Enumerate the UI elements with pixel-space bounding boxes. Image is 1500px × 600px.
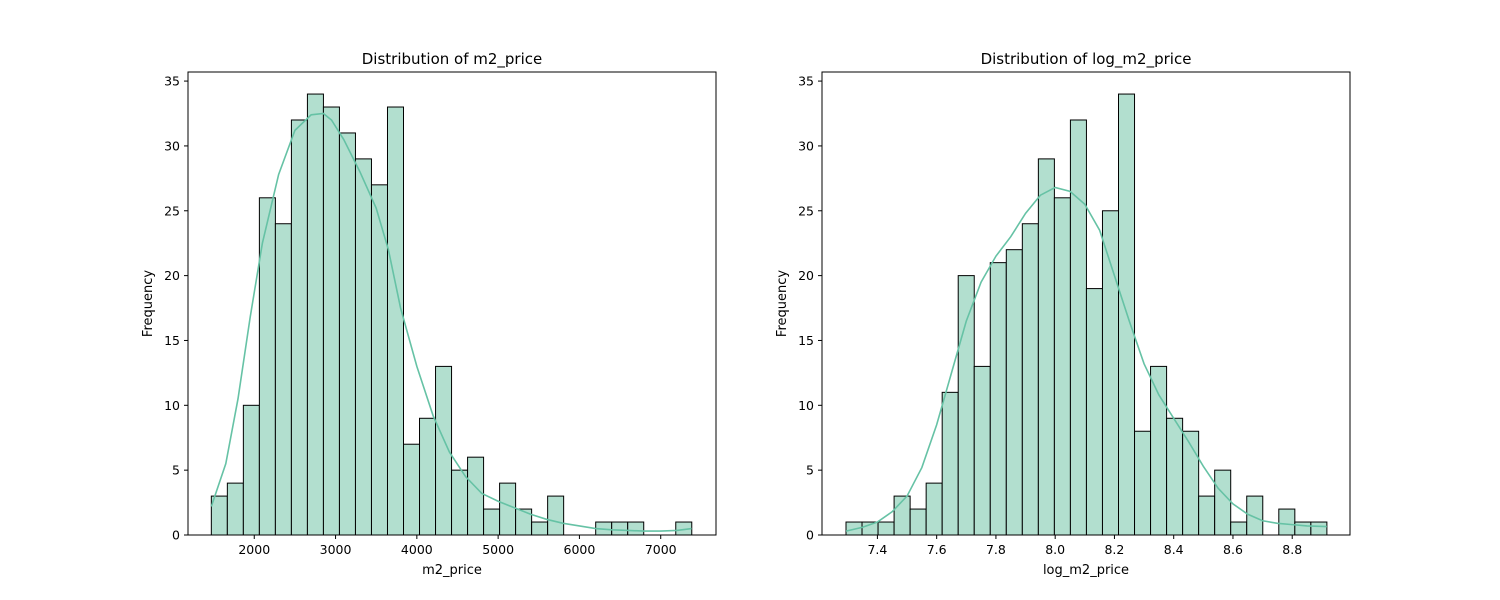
y-tick-label: 10: [798, 398, 814, 413]
subplot-m2-price: 2000 3000 4000 5000 6000 7000 05101520253035 …: [141, 50, 717, 578]
histogram-bar: [451, 469, 469, 536]
histogram-bar: [322, 106, 340, 536]
x-axis-label-m2-price: m2_price: [422, 563, 482, 578]
histogram-bar: [1214, 469, 1232, 536]
y-tick-label: 5: [172, 463, 180, 478]
histogram-bar: [210, 495, 228, 536]
x-tick-label: 8.0: [1045, 542, 1065, 557]
x-tick-label: 4000: [401, 542, 433, 557]
chart-title-m2-price: Distribution of m2_price: [362, 50, 543, 69]
y-ticks-log-m2-price: 0 5 10 15 20 25 30 35: [798, 74, 822, 543]
histogram-bar: [1150, 365, 1168, 536]
y-tick-label: 15: [798, 333, 814, 348]
histogram-bar: [226, 482, 244, 536]
histogram-bar: [386, 106, 404, 536]
x-ticks-log-m2-price: 7.4 7.6 7.8 8.0 8.2 8.4 8.6 8.8: [867, 535, 1302, 557]
histogram-bar: [1085, 288, 1103, 536]
histogram-bar: [1198, 495, 1216, 536]
histogram-bars-log-m2-price: [845, 93, 1328, 536]
histogram-bar: [306, 93, 324, 536]
histogram-bar: [419, 417, 437, 536]
x-tick-label: 7.6: [927, 542, 947, 557]
x-tick-label: 7.8: [986, 542, 1006, 557]
x-tick-label: 8.2: [1104, 542, 1124, 557]
kde-curve-m2-price: [210, 112, 692, 532]
histogram-bar: [925, 482, 943, 536]
y-tick-label: 35: [798, 74, 814, 89]
histogram-bar: [627, 521, 645, 536]
histogram-bar: [338, 132, 356, 536]
histogram-bar: [1021, 223, 1039, 536]
x-ticks-m2-price: 2000 3000 4000 5000 6000 7000: [238, 535, 677, 557]
x-tick-label: 8.8: [1282, 542, 1302, 557]
histogram-bar: [403, 443, 421, 536]
histogram-bar: [909, 508, 927, 536]
histogram-bar: [1134, 430, 1152, 536]
subplot-log-m2-price: 7.4 7.6 7.8 8.0 8.2 8.4 8.6 8.8 05101520253035 …: [775, 50, 1351, 578]
histogram-bar: [499, 482, 517, 536]
histogram-bar: [1294, 521, 1312, 536]
x-tick-label: 2000: [238, 542, 270, 557]
x-tick-label: 3000: [320, 542, 352, 557]
y-tick-label: 5: [806, 463, 814, 478]
histogram-bar: [547, 495, 565, 536]
histogram-bar: [1310, 521, 1328, 536]
histogram-bar: [989, 262, 1007, 536]
histogram-bar: [957, 275, 975, 536]
histogram-bar: [1101, 210, 1119, 536]
histogram-bar: [1005, 249, 1023, 536]
y-tick-label: 30: [164, 138, 180, 153]
histogram-bar: [1230, 521, 1248, 536]
histogram-bar: [1166, 417, 1184, 536]
histogram-bar: [467, 456, 485, 536]
x-axis-label-log-m2-price: log_m2_price: [1043, 563, 1129, 578]
histogram-bar: [611, 521, 629, 536]
chart-title-log-m2-price: Distribution of log_m2_price: [981, 50, 1192, 69]
x-tick-label: 7.4: [867, 542, 887, 557]
y-tick-label: 25: [798, 203, 814, 218]
histogram-bar: [242, 404, 260, 536]
histogram-bar: [531, 521, 549, 536]
kde-curve-log-m2-price: [845, 186, 1327, 532]
y-tick-label: 15: [164, 333, 180, 348]
histogram-bar: [941, 391, 959, 536]
histogram-bar: [877, 521, 895, 536]
histogram-bar: [290, 119, 308, 536]
histogram-bar: [1182, 430, 1200, 536]
y-axis-label-log-m2-price: Frequency: [775, 270, 790, 337]
y-tick-label: 25: [164, 203, 180, 218]
histogram-bars-m2-price: [210, 93, 693, 536]
y-tick-label: 0: [172, 528, 180, 543]
histogram-bar: [483, 508, 501, 536]
x-tick-label: 8.6: [1223, 542, 1243, 557]
y-axis-label-m2-price: Frequency: [141, 270, 156, 337]
y-tick-label: 20: [164, 268, 180, 283]
histogram-bar: [1278, 508, 1296, 536]
histogram-bar: [1053, 197, 1071, 536]
x-tick-label: 5000: [482, 542, 514, 557]
y-tick-label: 30: [798, 138, 814, 153]
x-tick-label: 6000: [564, 542, 596, 557]
y-tick-label: 10: [164, 398, 180, 413]
histogram-bar: [1069, 119, 1087, 536]
y-tick-label: 20: [798, 268, 814, 283]
histogram-bar: [1037, 158, 1055, 536]
y-tick-label: 35: [164, 74, 180, 89]
y-tick-label: 0: [806, 528, 814, 543]
histogram-bar: [973, 365, 991, 536]
y-ticks-m2-price: 0 5 10 15 20 25 30 35: [164, 74, 188, 543]
x-tick-label: 7000: [645, 542, 677, 557]
axes-frame-m2-price: [187, 71, 717, 536]
histogram-bar: [354, 158, 372, 536]
x-tick-label: 8.4: [1164, 542, 1184, 557]
axes-frame-log-m2-price: [821, 71, 1351, 536]
histogram-bar: [274, 223, 292, 536]
